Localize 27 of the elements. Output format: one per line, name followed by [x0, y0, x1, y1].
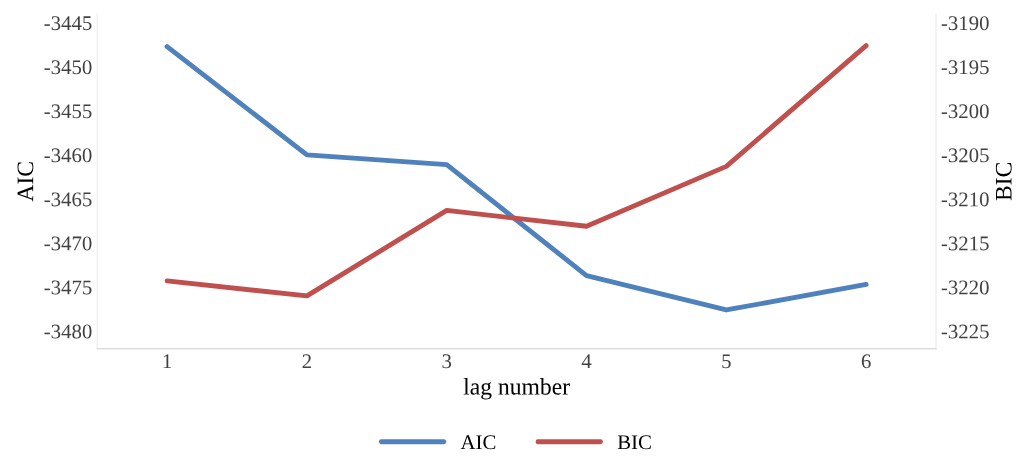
legend-label: BIC	[617, 435, 651, 450]
x-tick-label: 4	[581, 354, 592, 369]
legend-label: AIC	[460, 435, 496, 450]
y-tick-label: -3480	[44, 324, 92, 339]
y2-tick-label: -3190	[941, 16, 989, 31]
y-tick-label: -3475	[44, 280, 92, 295]
x-tick-label: 1	[163, 354, 172, 369]
x-tick-label: 2	[302, 354, 311, 369]
x-tick-label: 3	[442, 354, 452, 369]
y-tick-label: -3450	[44, 60, 92, 75]
x-tick-label: 6	[861, 354, 871, 369]
y-tick-label: -3445	[44, 16, 92, 31]
y2-tick-label: -3225	[941, 324, 989, 339]
y2-tick-label: -3205	[941, 148, 989, 163]
x-tick-label: 5	[722, 354, 731, 369]
y-axis-title: AIC	[17, 162, 34, 202]
x-axis-title: lag number	[463, 378, 570, 400]
y2-tick-label: -3220	[941, 280, 989, 295]
y2-tick-label: -3215	[941, 236, 989, 251]
y2-axis-title: BIC	[995, 162, 1012, 201]
y-tick-label: -3470	[44, 236, 92, 251]
y2-tick-label: -3200	[941, 104, 989, 119]
y-tick-label: -3465	[44, 192, 92, 207]
y-tick-label: -3455	[44, 104, 92, 119]
y2-tick-label: -3195	[941, 60, 989, 75]
y2-tick-label: -3210	[941, 192, 989, 207]
y-tick-label: -3460	[44, 148, 92, 163]
